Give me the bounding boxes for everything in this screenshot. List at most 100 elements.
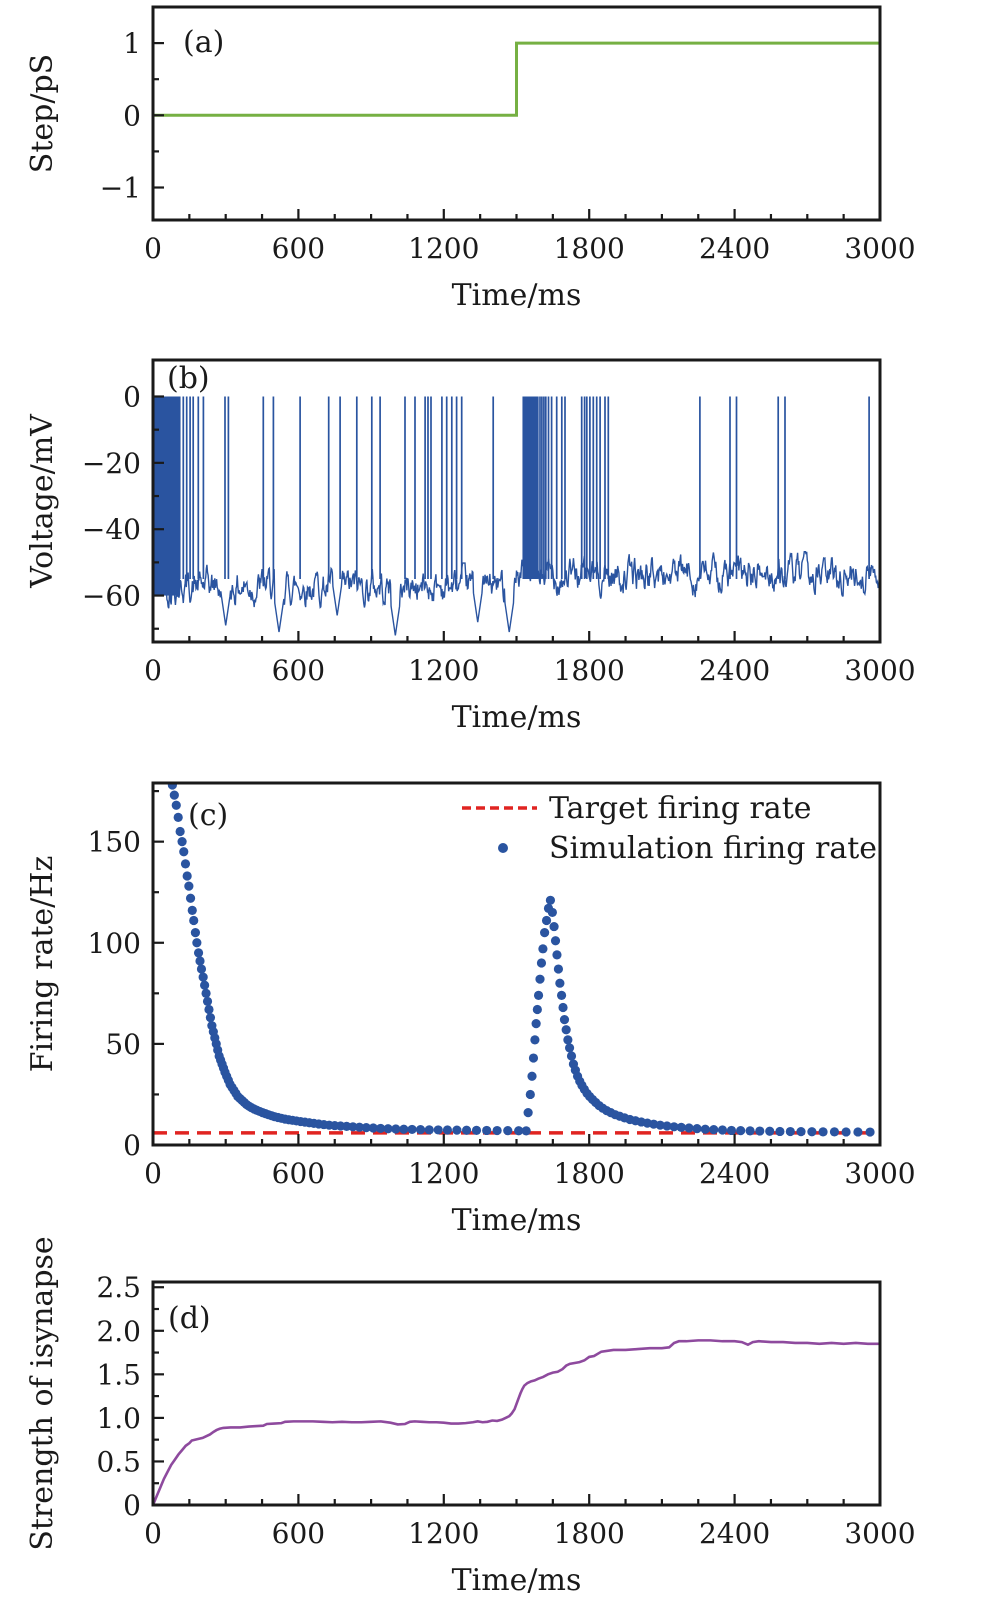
x-tick-label: 1200: [408, 654, 479, 687]
panel-letter: (d): [168, 1301, 211, 1336]
x-tick-label: 2400: [699, 654, 770, 687]
y-tick-label: 1.0: [96, 1402, 141, 1435]
firing-rate-dot: [538, 944, 548, 954]
axis-box: [151, 358, 882, 644]
panel-b-tick-labels: 0 600 1200 1800 2400 3000 0 −20 −40 −60: [82, 380, 916, 687]
x-tick-label: 1800: [554, 1157, 625, 1190]
panel-d-tick-labels: 0 600 1200 1800 2400 3000 0 0.5 1.0 1.5 2.0 2.5: [96, 1271, 915, 1550]
firing-rate-dot: [692, 1124, 702, 1134]
firing-rate-dot: [563, 1035, 573, 1045]
firing-rate-dot: [564, 1043, 575, 1053]
panel-letter: (b): [167, 361, 210, 396]
firing-rate-dot: [700, 1124, 710, 1134]
firing-rate-dot: [745, 1126, 755, 1136]
firing-rate-dot: [669, 1122, 679, 1132]
x-tick-label: 2400: [699, 232, 770, 265]
firing-rate-dot: [553, 964, 564, 974]
x-axis-title: Time/ms: [452, 1203, 582, 1238]
firing-rate-dot: [185, 893, 196, 903]
y-tick-label: −1: [100, 172, 141, 205]
firing-rate-dot: [198, 972, 208, 982]
firing-rate-dot: [549, 921, 559, 932]
firing-rate-dot: [796, 1127, 806, 1137]
firing-rate-dot: [202, 996, 213, 1007]
firing-rate-dot: [200, 980, 210, 990]
x-tick-label: 600: [272, 232, 325, 265]
y-axis-title: Strength of isynapse: [25, 1236, 60, 1550]
firing-rate-dot: [492, 1125, 502, 1136]
firing-rate-dot: [540, 928, 550, 938]
axis-box: [151, 1280, 882, 1507]
firing-rate-dot: [865, 1127, 875, 1137]
y-tick-label: 0: [123, 1129, 141, 1162]
x-tick-label: 3000: [844, 1517, 915, 1550]
x-tick-label: 1200: [408, 232, 479, 265]
y-tick-label: 0.5: [96, 1445, 141, 1478]
firing-rate-dot: [195, 956, 205, 966]
panel-b-series: [153, 396, 880, 636]
firing-rate-dot: [527, 1071, 537, 1081]
x-tick-label: 600: [272, 654, 325, 687]
x-axis-title: Time/ms: [452, 1563, 582, 1598]
x-tick-label: 0: [144, 1517, 162, 1550]
y-tick-label: 0: [123, 99, 141, 132]
panel-d-curve: [153, 1339, 880, 1505]
firing-rate-dot: [541, 915, 552, 926]
firing-rate-dot: [503, 1126, 513, 1136]
firing-rate-dot: [775, 1126, 785, 1137]
firing-rate-dot: [482, 1125, 492, 1136]
voltage-spikes: [153, 396, 870, 579]
panel-a-axes: [151, 5, 882, 222]
firing-rate-dot: [433, 1125, 443, 1135]
x-tick-label: 3000: [844, 654, 915, 687]
y-tick-label: 100: [88, 927, 141, 960]
firing-rate-dot: [452, 1125, 462, 1135]
firing-rate-dot: [166, 770, 175, 779]
x-tick-label: 1800: [554, 232, 625, 265]
firing-rate-dot: [189, 915, 199, 926]
y-tick-label: −40: [82, 513, 141, 546]
firing-rate-dot: [184, 881, 194, 891]
x-axis-title: Time/ms: [452, 278, 582, 313]
firing-rate-dot: [676, 1122, 686, 1133]
x-tick-label: 2400: [699, 1157, 770, 1190]
firing-rate-dot: [399, 1124, 409, 1134]
firing-rate-dot: [532, 1004, 542, 1015]
firing-rate-dot: [736, 1126, 746, 1136]
firing-rate-dot: [204, 1004, 214, 1015]
firing-rate-dot: [559, 1015, 570, 1025]
firing-rate-dot: [684, 1123, 694, 1133]
x-tick-label: 3000: [844, 232, 915, 265]
x-tick-label: 3000: [844, 1157, 915, 1190]
firing-rate-dot: [164, 760, 173, 769]
firing-rate-dot: [354, 1122, 365, 1132]
panel-c-tick-labels: 0 600 1200 1800 2400 3000 0 50 100 150: [88, 826, 916, 1190]
firing-rate-dot: [162, 748, 171, 757]
firing-rate-dot: [173, 812, 183, 822]
firing-rate-dot: [193, 948, 204, 958]
firing-rate-dot: [167, 783, 177, 790]
firing-rate-dot: [662, 1121, 672, 1131]
x-tick-label: 2400: [699, 1517, 770, 1550]
panel-letter: (a): [183, 25, 224, 60]
firing-rate-dot: [169, 790, 179, 800]
firing-rate-dot: [717, 1125, 728, 1135]
x-tick-label: 1200: [408, 1157, 479, 1190]
x-tick-label: 600: [272, 1157, 325, 1190]
firing-rate-dot: [182, 871, 192, 881]
panel-d: 0 600 1200 1800 2400 3000 0 0.5 1.0 1.5 2.0 2.5 Time…: [25, 1236, 916, 1598]
firing-rate-dot: [361, 1123, 371, 1133]
firing-rate-dot: [536, 958, 547, 968]
firing-rate-dot: [525, 1089, 535, 1100]
firing-rate-dot: [442, 1125, 453, 1135]
firing-rate-dot: [180, 859, 191, 869]
firing-rate-dot: [201, 988, 211, 998]
firing-rate-dot: [528, 1053, 539, 1063]
firing-rate-dot: [177, 837, 187, 847]
firing-rate-dot: [415, 1125, 426, 1135]
firing-rate-dot: [655, 1120, 665, 1130]
firing-rate-dot: [555, 978, 565, 988]
firing-rate-dot: [533, 990, 544, 1000]
y-tick-label: 50: [105, 1028, 141, 1061]
